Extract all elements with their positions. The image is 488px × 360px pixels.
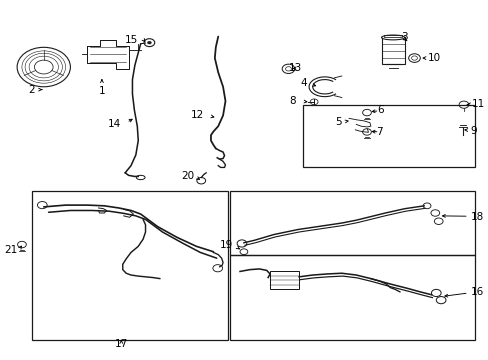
Text: 14: 14 <box>108 120 121 129</box>
Text: 8: 8 <box>288 96 295 106</box>
Text: 21: 21 <box>4 245 17 255</box>
Text: 6: 6 <box>376 105 383 115</box>
Text: 1: 1 <box>99 86 105 96</box>
Bar <box>303 105 474 167</box>
Text: 4: 4 <box>300 78 306 88</box>
Text: 10: 10 <box>427 53 440 63</box>
Circle shape <box>147 41 151 44</box>
Text: 15: 15 <box>125 35 138 45</box>
Bar <box>381 37 404 64</box>
Text: 5: 5 <box>334 117 341 127</box>
Text: 12: 12 <box>190 111 203 121</box>
Text: 20: 20 <box>181 171 194 181</box>
Text: 3: 3 <box>401 32 407 41</box>
Bar <box>269 271 299 289</box>
Text: 11: 11 <box>471 99 484 109</box>
Bar <box>32 191 227 339</box>
Text: 19: 19 <box>220 240 233 250</box>
Text: 7: 7 <box>375 127 382 137</box>
Text: 9: 9 <box>470 126 476 135</box>
Ellipse shape <box>381 35 404 40</box>
Bar <box>383 35 402 37</box>
Text: 2: 2 <box>28 85 35 95</box>
Bar <box>230 255 474 339</box>
Text: 13: 13 <box>288 63 302 73</box>
Bar <box>230 191 474 255</box>
Text: 18: 18 <box>470 212 483 221</box>
Text: 17: 17 <box>115 339 128 349</box>
Text: 16: 16 <box>470 287 483 297</box>
